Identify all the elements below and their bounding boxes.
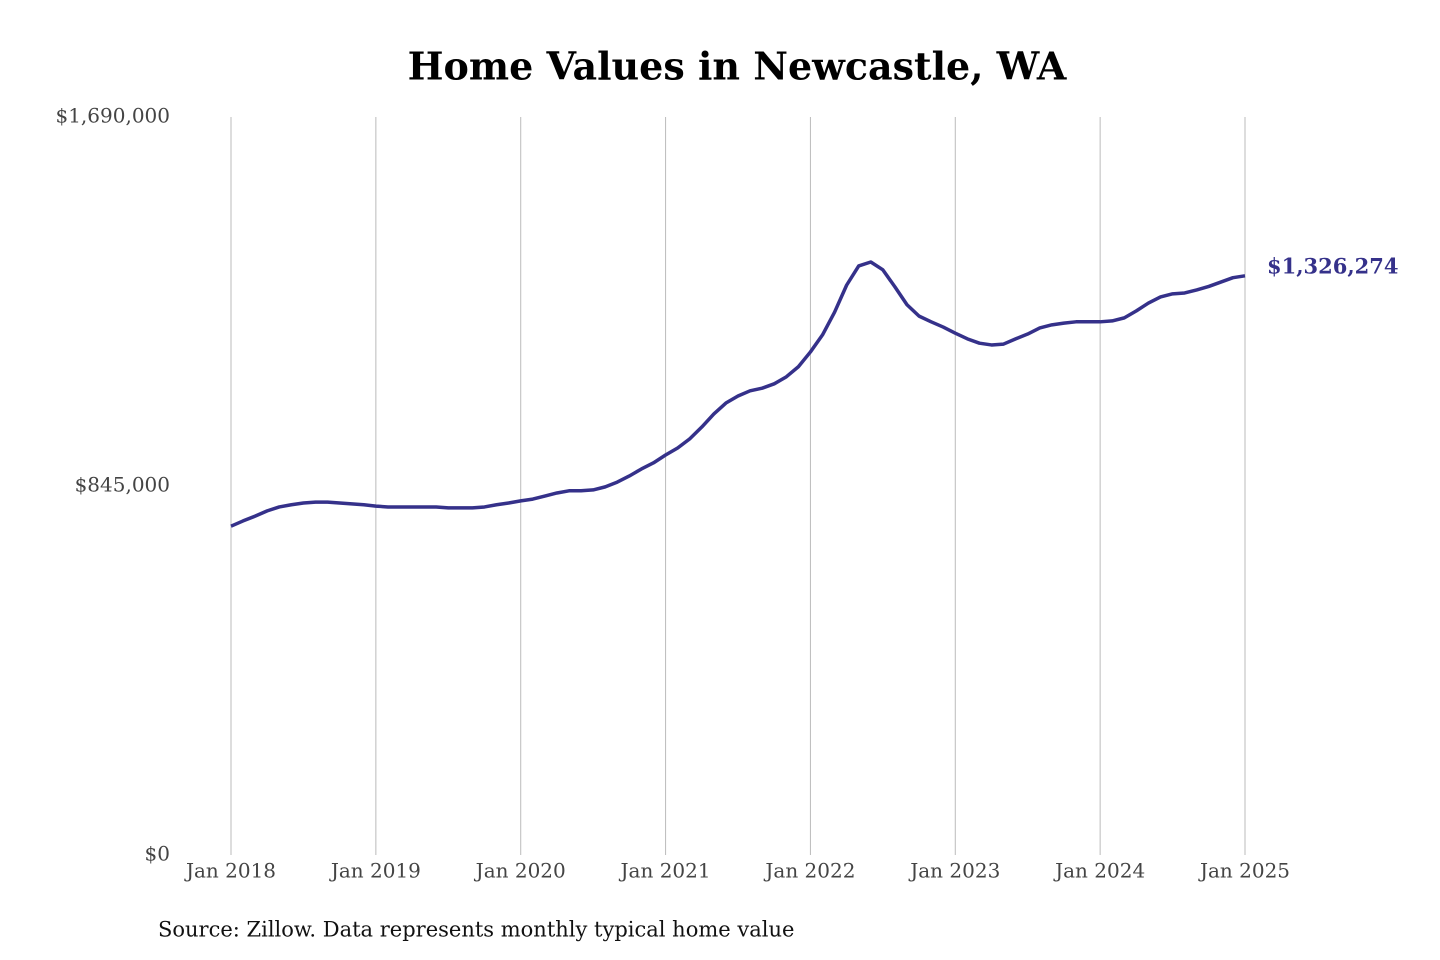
data-line [230,260,1246,528]
x-tick-label: Jan 2020 [474,859,566,883]
value-label: $1,326,274 [1267,253,1399,278]
x-tick-label: Jan 2024 [1053,859,1145,883]
x-tick-label: Jan 2019 [329,859,421,883]
y-tick-label: $0 [145,842,170,866]
chart-title: Home Values in Newcastle, WA [408,44,1067,89]
y-tick-label: $1,690,000 [55,104,170,128]
x-tick-label: Jan 2025 [1198,859,1290,883]
x-tick-label: Jan 2023 [908,859,1000,883]
x-tick-label: Jan 2021 [619,859,711,883]
x-tick-label: Jan 2022 [763,859,855,883]
source-note: Source: Zillow. Data represents monthly … [158,918,794,942]
y-tick-label: $845,000 [75,473,170,497]
x-tick-label: Jan 2018 [184,859,276,883]
